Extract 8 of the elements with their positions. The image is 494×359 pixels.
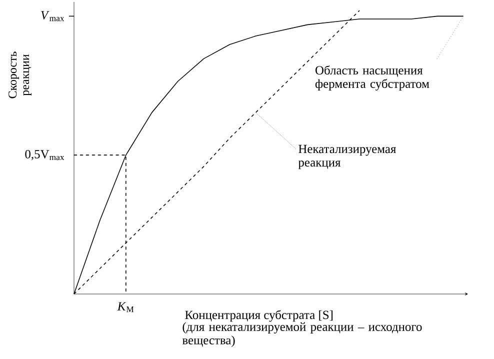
x-axis-title: Концентрация субстрата [S]	[185, 310, 333, 322]
annotation: Область насыщения фермента субстратом	[315, 65, 430, 91]
text: 0,5V$_{max}$	[25, 150, 64, 160]
annotation: Некатализируемая реакция	[298, 144, 396, 170]
text: V$_{max}$	[41, 11, 64, 22]
text: K$_{M}$	[117, 302, 134, 312]
text: (для некатализируемой реакции – исходного вещества)	[182, 322, 422, 347]
y-axis-title: Скорость реакции	[8, 52, 32, 98]
